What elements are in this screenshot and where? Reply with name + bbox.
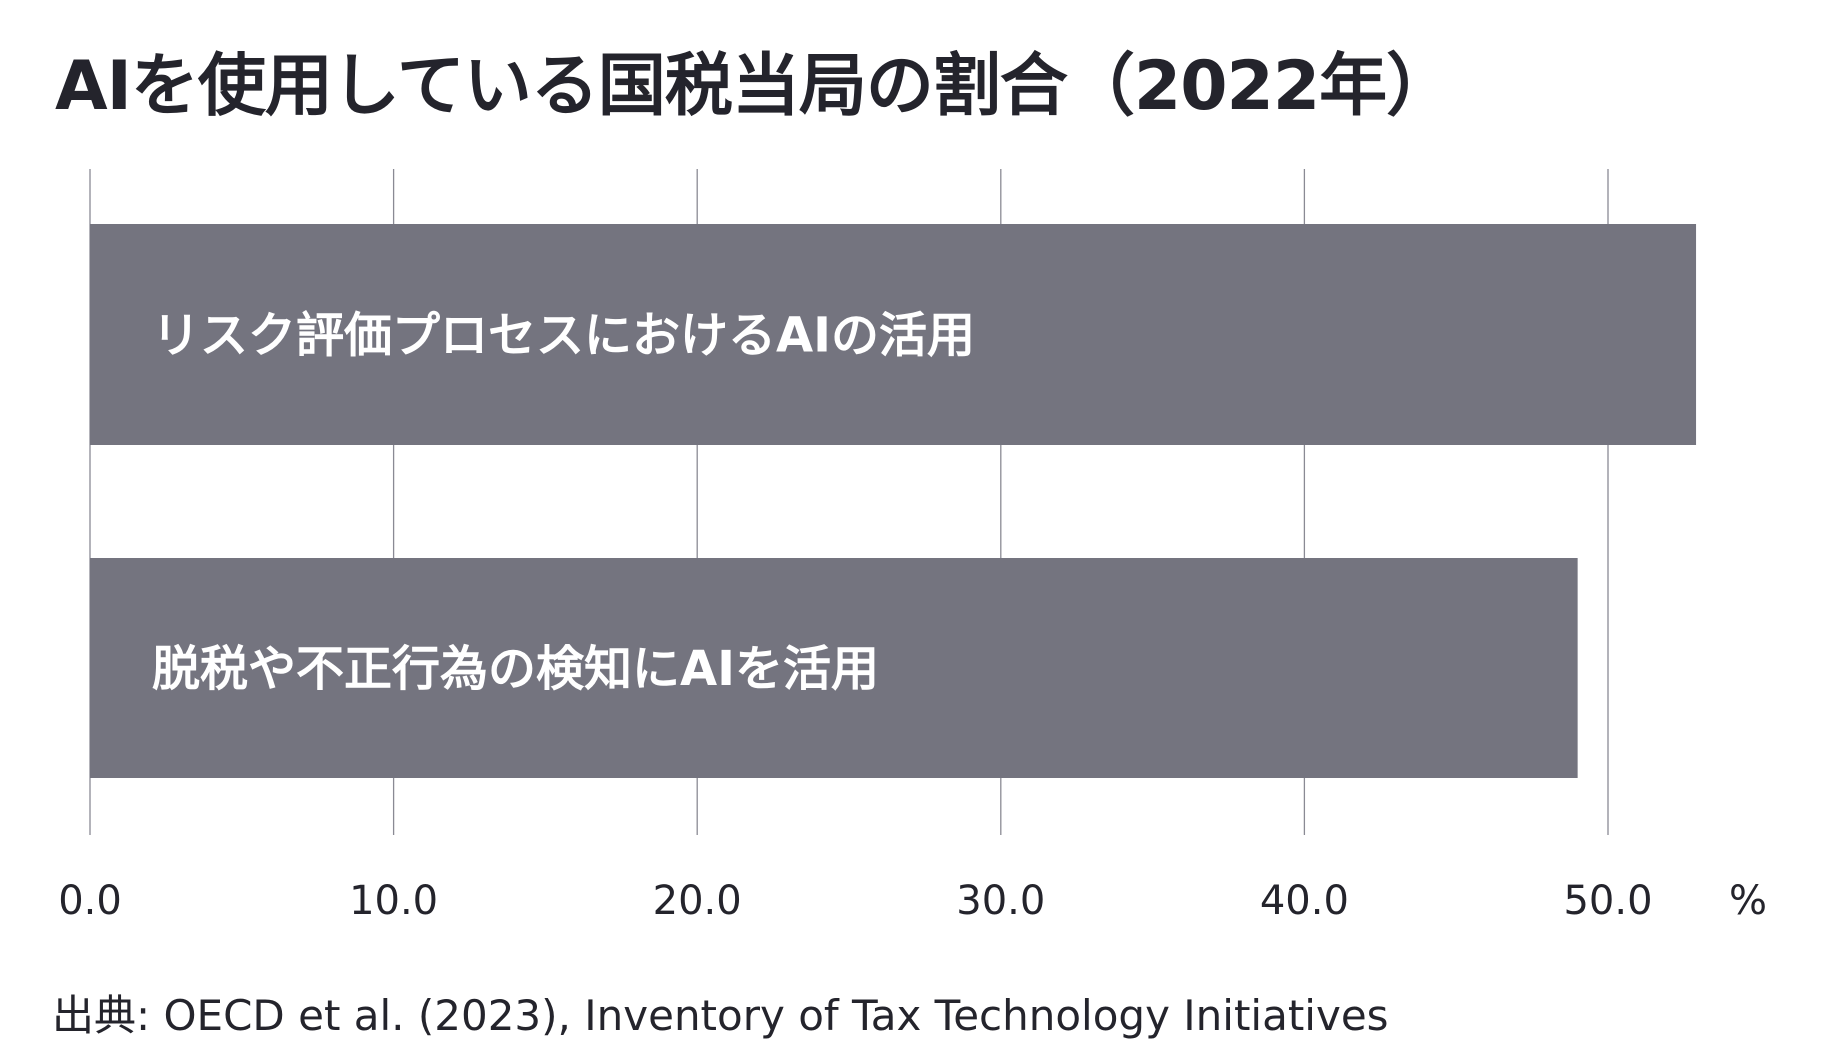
bar (90, 558, 1578, 778)
x-tick-label: 40.0 (1260, 878, 1349, 924)
x-tick-label: 0.0 (58, 878, 122, 924)
bar-label: リスク評価プロセスにおけるAIの活用 (152, 308, 975, 364)
chart-title: AIを使用している国税当局の割合（2022年） (55, 47, 1454, 126)
x-tick-label: 20.0 (653, 878, 742, 924)
x-tick-label: 30.0 (956, 878, 1045, 924)
source-note: 出典: OECD et al. (2023), Inventory of Tax… (52, 991, 1389, 1040)
x-unit-label: % (1729, 878, 1767, 924)
bar-label: 脱税や不正行為の検知にAIを活用 (152, 641, 879, 697)
bar-chart: 0.0 10.0 20.0 30.0 40.0 50.0 % リスク評価プロセスにおけるAIの… (58, 169, 1767, 924)
x-tick-label: 50.0 (1563, 878, 1652, 924)
x-tick-label: 10.0 (349, 878, 438, 924)
bar (90, 224, 1697, 445)
